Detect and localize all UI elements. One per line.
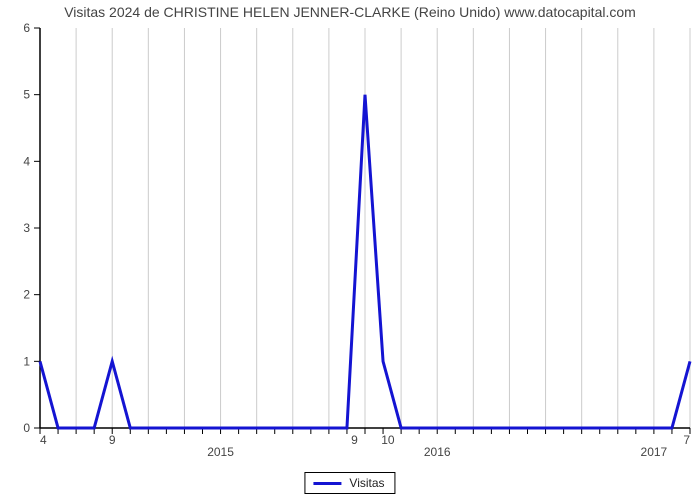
- y-tick-label: 1: [23, 354, 30, 368]
- chart-title: Visitas 2024 de CHRISTINE HELEN JENNER-C…: [0, 4, 700, 20]
- legend-label: Visitas: [349, 476, 384, 490]
- y-tick-label: 2: [23, 288, 30, 302]
- x-year-label: 2015: [207, 445, 234, 459]
- data-label: 9: [351, 433, 358, 447]
- y-tick-label: 3: [23, 221, 30, 235]
- y-tick-label: 0: [23, 421, 30, 435]
- legend-swatch: [313, 482, 341, 485]
- chart-container: Visitas 2024 de CHRISTINE HELEN JENNER-C…: [0, 0, 700, 500]
- chart-svg: 0 1 2 3 4 5 6 2015 2016 2017 4 9 9 10 7: [0, 0, 700, 500]
- data-label: 9: [109, 433, 116, 447]
- data-label: 7: [683, 433, 690, 447]
- data-label: 10: [381, 433, 395, 447]
- y-tick-label: 5: [23, 88, 30, 102]
- data-label: 4: [40, 433, 47, 447]
- x-year-label: 2017: [641, 445, 668, 459]
- legend: Visitas: [304, 472, 395, 494]
- x-year-label: 2016: [424, 445, 451, 459]
- y-tick-label: 6: [23, 21, 30, 35]
- y-tick-label: 4: [23, 154, 30, 168]
